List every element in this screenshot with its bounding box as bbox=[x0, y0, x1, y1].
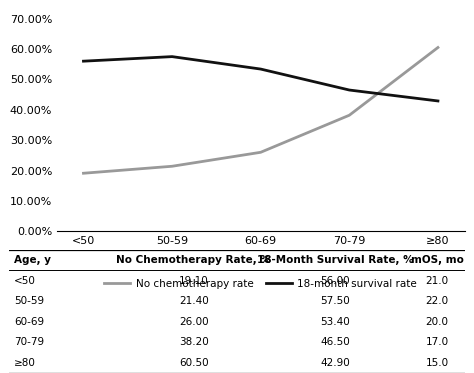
Text: 15.0: 15.0 bbox=[426, 358, 449, 368]
Text: 50-59: 50-59 bbox=[14, 296, 44, 306]
Legend: No chemotherapy rate, 18-month survival rate: No chemotherapy rate, 18-month survival … bbox=[100, 275, 421, 293]
Text: mOS, mo: mOS, mo bbox=[411, 255, 464, 265]
Text: 56.00: 56.00 bbox=[320, 276, 350, 286]
Text: 57.50: 57.50 bbox=[320, 296, 350, 306]
Text: 20.0: 20.0 bbox=[426, 317, 449, 327]
Text: 60-69: 60-69 bbox=[14, 317, 44, 327]
Text: 21.40: 21.40 bbox=[179, 296, 209, 306]
Text: Age, y: Age, y bbox=[14, 255, 51, 265]
Text: 60.50: 60.50 bbox=[179, 358, 209, 368]
Text: 53.40: 53.40 bbox=[320, 317, 350, 327]
Text: 70-79: 70-79 bbox=[14, 337, 44, 347]
Text: 19.10: 19.10 bbox=[179, 276, 209, 286]
Text: 38.20: 38.20 bbox=[179, 337, 209, 347]
Text: 46.50: 46.50 bbox=[320, 337, 350, 347]
Text: 42.90: 42.90 bbox=[320, 358, 350, 368]
Text: 18-Month Survival Rate, %: 18-Month Survival Rate, % bbox=[256, 255, 413, 265]
Text: ≥80: ≥80 bbox=[14, 358, 36, 368]
Text: 26.00: 26.00 bbox=[179, 317, 209, 327]
Text: 22.0: 22.0 bbox=[426, 296, 449, 306]
Text: 21.0: 21.0 bbox=[426, 276, 449, 286]
Text: <50: <50 bbox=[14, 276, 36, 286]
Text: 17.0: 17.0 bbox=[426, 337, 449, 347]
Text: No Chemotherapy Rate, %: No Chemotherapy Rate, % bbox=[116, 255, 271, 265]
